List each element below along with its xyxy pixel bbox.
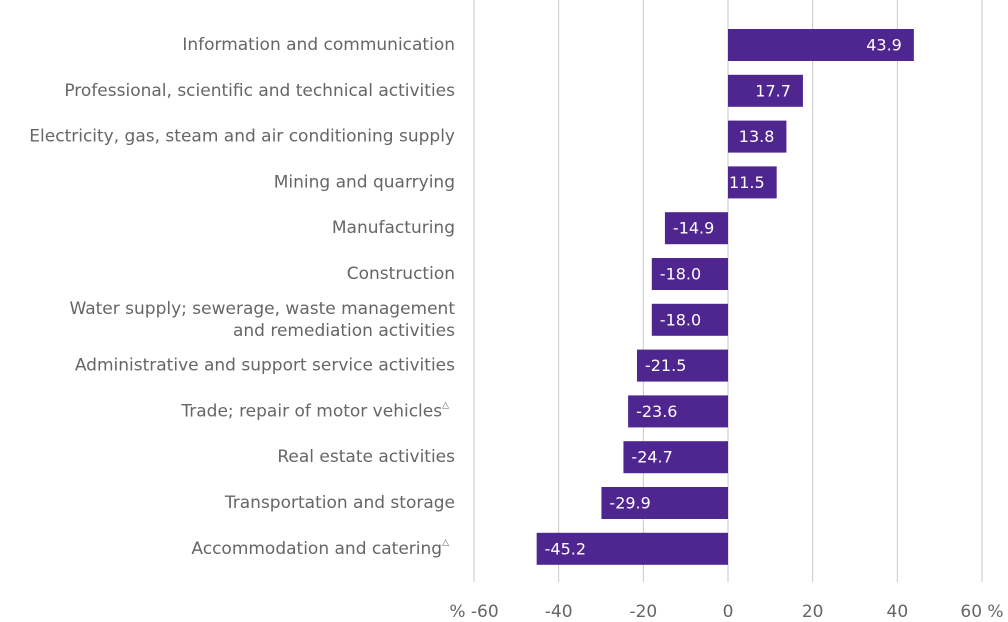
- y-tick-label: Trade; repair of motor vehicles△: [180, 400, 449, 422]
- bar: [728, 120, 787, 153]
- x-tick-label: -40: [545, 602, 573, 622]
- x-tick-label: 20: [802, 602, 824, 622]
- x-tick-label: 40: [887, 602, 909, 622]
- value-label: 43.9: [866, 36, 902, 55]
- bar: [651, 258, 728, 290]
- y-tick-label: Professional, scientific and technical a…: [64, 81, 455, 101]
- y-tick-label: Manufacturing: [332, 218, 455, 238]
- value-label: 17.7: [755, 81, 791, 100]
- value-label: -29.9: [609, 494, 650, 513]
- y-tick-label: Electricity, gas, steam and air conditio…: [29, 127, 455, 147]
- bar: [728, 29, 914, 61]
- bar: [623, 441, 728, 474]
- x-tick-label: 0: [723, 602, 734, 622]
- x-tick-label: 60 %: [960, 602, 1003, 622]
- bar: [728, 166, 777, 199]
- y-tick-label: Accommodation and catering△: [191, 537, 449, 559]
- bar: [601, 487, 728, 519]
- value-label: -14.9: [673, 219, 714, 238]
- value-label: 11.5: [729, 173, 765, 192]
- bar: [536, 532, 728, 565]
- y-tick-label: Water supply; sewerage, waste management…: [69, 299, 455, 341]
- value-label: -18.0: [660, 310, 701, 329]
- bar: [664, 212, 728, 245]
- value-label: -23.6: [636, 402, 677, 421]
- value-label: 13.8: [739, 127, 775, 146]
- value-label: -21.5: [645, 356, 686, 375]
- y-tick-label: Administrative and support service activ…: [75, 356, 455, 376]
- bar: [636, 349, 728, 382]
- y-tick-label: Construction: [347, 264, 455, 284]
- value-label: -45.2: [545, 539, 586, 558]
- x-tick-label: % -60: [449, 602, 498, 622]
- bar: [728, 74, 803, 107]
- value-label: -18.0: [660, 265, 701, 284]
- y-tick-label: Mining and quarrying: [274, 172, 455, 192]
- y-tick-label: Information and communication: [182, 35, 455, 55]
- value-label: -24.7: [631, 448, 672, 467]
- y-tick-label: Real estate activities: [277, 447, 455, 467]
- y-tick-label: Transportation and storage: [224, 493, 455, 513]
- bar: [651, 303, 728, 336]
- bar: [628, 395, 728, 428]
- x-tick-label: -20: [629, 602, 657, 622]
